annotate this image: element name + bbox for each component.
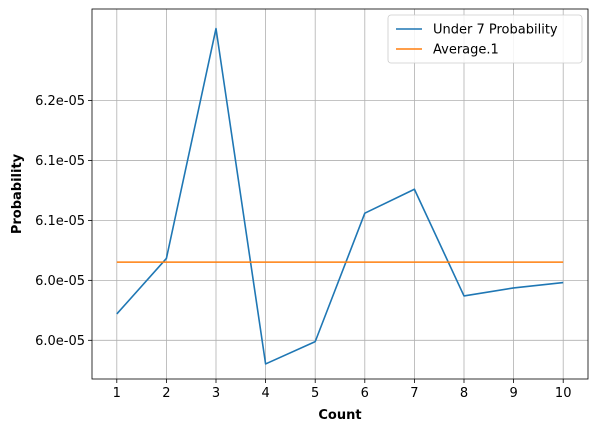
x-tick-label: 1 xyxy=(113,386,121,401)
x-axis-label: Count xyxy=(318,408,361,423)
x-tick-label: 5 xyxy=(311,386,319,401)
x-tick-label: 7 xyxy=(410,386,418,401)
grid xyxy=(92,9,588,379)
series-line-1 xyxy=(117,29,563,364)
x-tick-label: 2 xyxy=(162,386,170,401)
series-lines xyxy=(117,29,563,364)
x-tick-label: 4 xyxy=(261,386,269,401)
x-tick-label: 3 xyxy=(212,386,220,401)
y-tick-label: 6.2e-05 xyxy=(35,94,85,109)
y-tick-label: 6.1e-05 xyxy=(35,154,85,169)
y-tick-label: 6.0e-05 xyxy=(35,274,85,289)
legend: Under 7 Probability Average.1 xyxy=(388,15,582,63)
legend-label: Under 7 Probability xyxy=(433,23,558,38)
y-axis-label: Probability xyxy=(10,153,25,234)
y-tick-label: 6.1e-05 xyxy=(35,214,85,229)
axis-ticks: 1 2 3 4 5 6 7 8 9 10 6.0e-05 6.0e-05 6.1e-05 6.1e-05 6… xyxy=(35,94,571,401)
y-tick-label: 6.0e-05 xyxy=(35,334,85,349)
x-tick-label: 8 xyxy=(460,386,468,401)
x-tick-label: 9 xyxy=(509,386,517,401)
legend-label: Average.1 xyxy=(433,43,499,58)
x-tick-label: 10 xyxy=(555,386,572,401)
x-tick-label: 6 xyxy=(361,386,369,401)
